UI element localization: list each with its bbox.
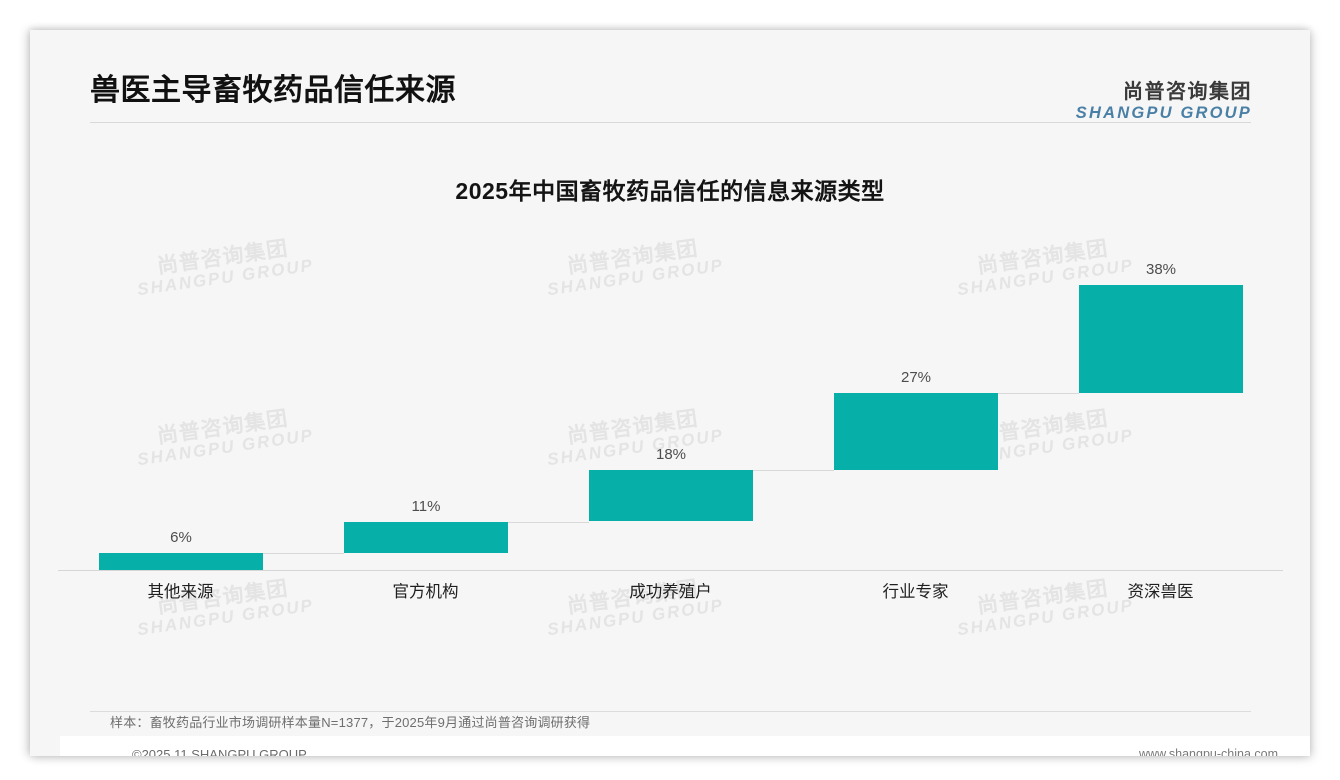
waterfall-chart-plot: 6% 11% 18% 27% 38%: [58, 210, 1283, 570]
x-axis-label-行业专家: 行业专家: [882, 583, 949, 601]
footer-website[interactable]: www.shangpu-china.com: [1139, 747, 1278, 756]
chart-title: 2025年中国畜牧药品信任的信息来源类型: [455, 178, 885, 204]
waterfall-connector: [998, 393, 1079, 394]
x-axis-category-labels: 其他来源 官方机构 成功养殖户 行业专家 资深兽医: [58, 578, 1283, 608]
bar-其他来源: [99, 553, 263, 570]
bar-value-label: 6%: [170, 529, 192, 546]
x-axis-label-资深兽医: 资深兽医: [1127, 583, 1194, 601]
bar-value-label: 27%: [900, 369, 932, 386]
footer-copyright: ©2025.11 SHANGPU GROUP: [132, 747, 307, 756]
x-axis-label-官方机构: 官方机构: [392, 583, 459, 601]
chart-footnote: 样本：畜牧药品行业市场调研样本量N=1377，于2025年9月通过尚普咨询调研获…: [110, 715, 591, 730]
header-divider: [90, 122, 1251, 123]
x-axis-label-成功养殖户: 成功养殖户: [629, 583, 712, 601]
waterfall-connector: [753, 470, 834, 471]
brand-logo-en: SHANGPU GROUP: [1075, 103, 1252, 122]
bar-成功养殖户: [589, 470, 753, 521]
x-axis-label-其他来源: 其他来源: [147, 583, 214, 601]
bar-value-label: 38%: [1145, 261, 1177, 278]
slide-header: 兽医主导畜牧药品信任来源 尚普咨询集团 SHANGPU GROUP: [30, 30, 1310, 124]
page-title: 兽医主导畜牧药品信任来源: [90, 74, 456, 107]
waterfall-connector: [508, 522, 589, 523]
bar-行业专家: [834, 393, 998, 470]
waterfall-connector: [263, 553, 344, 554]
bar-官方机构: [344, 522, 508, 553]
footnote-divider: [90, 711, 1251, 712]
slide-footer: ©2025.11 SHANGPU GROUP www.shangpu-china…: [60, 736, 1310, 756]
slide-card: 尚普咨询集团 SHANGPU GROUP 尚普咨询集团 SHANGPU GROU…: [30, 30, 1310, 756]
x-axis-line: [58, 570, 1283, 571]
bar-value-label: 11%: [411, 498, 441, 515]
bar-资深兽医: [1079, 285, 1243, 393]
brand-logo-cn: 尚普咨询集团: [1123, 81, 1252, 103]
brand-logo: 尚普咨询集团 SHANGPU GROUP: [1075, 81, 1252, 122]
bar-value-label: 18%: [655, 446, 687, 463]
